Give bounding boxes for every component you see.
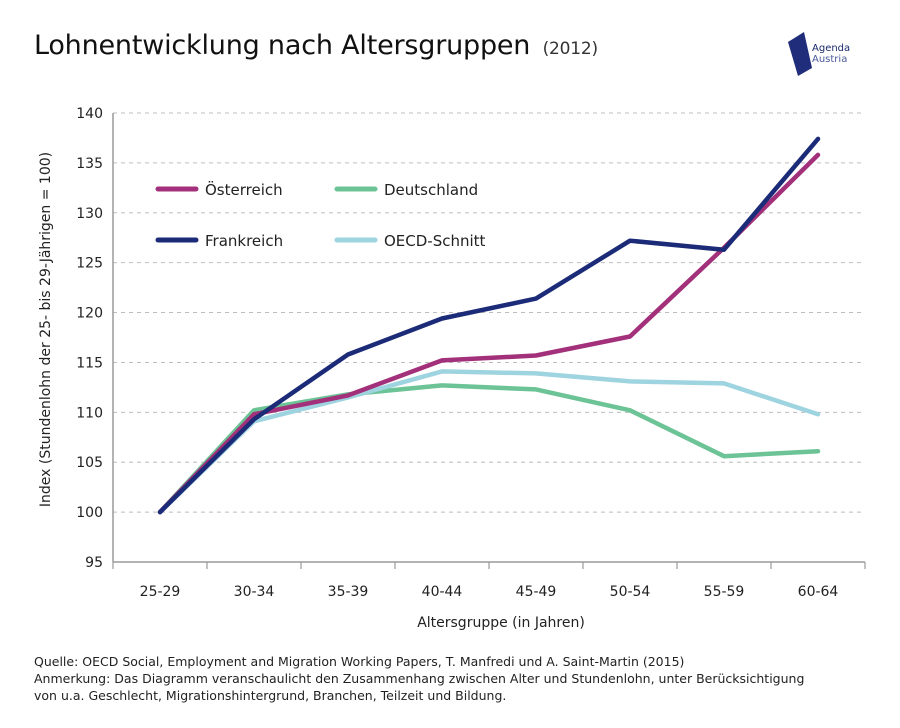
x-tick-label: 45-49	[516, 584, 557, 600]
series-line-frankreich	[157, 136, 821, 515]
y-tick-label: 115	[76, 355, 103, 371]
footer-source: Quelle: OECD Social, Employment and Migr…	[34, 654, 685, 669]
footer: Quelle: OECD Social, Employment and Migr…	[34, 653, 884, 704]
x-tick-label: 40-44	[422, 584, 463, 600]
legend-label: Österreich	[205, 180, 283, 199]
x-tick-label: 55-59	[704, 584, 745, 600]
legend-label: Frankreich	[205, 232, 283, 250]
y-tick-label: 135	[76, 156, 103, 172]
footer-note-2: von u.a. Geschlecht, Migrationshintergru…	[34, 688, 507, 703]
x-tick-label: 60-64	[798, 584, 839, 600]
y-tick-label: 140	[76, 106, 103, 122]
series-line-oecd-schnitt	[157, 369, 821, 515]
agenda-austria-logo-icon	[788, 32, 812, 76]
y-tick-label: 95	[85, 555, 103, 571]
x-tick-label: 35-39	[328, 584, 369, 600]
y-axis-label: Index (Stundenlohn der 25- bis 29-Jährig…	[38, 152, 54, 507]
x-tick-label: 25-29	[140, 584, 181, 600]
y-tick-label: 110	[76, 405, 103, 421]
x-tick-label: 50-54	[610, 584, 651, 600]
line-chart: 95 100 105 110 115 120 125 130 135 140 25-29 30-34 3…	[38, 106, 866, 631]
chart-title: Lohnentwicklung nach Altersgruppen (2012…	[34, 30, 598, 61]
chart-title-year: (2012)	[542, 39, 599, 59]
y-tick-label: 130	[76, 206, 103, 222]
footer-note-1: Anmerkung: Das Diagramm veranschaulicht …	[34, 671, 805, 686]
y-tick-label: 100	[76, 505, 103, 521]
series-line-österreich	[157, 152, 821, 515]
logo-line1: Agenda	[812, 43, 851, 54]
logo-text: Agenda Austria	[812, 43, 850, 65]
y-tick-label: 125	[76, 256, 103, 272]
y-tick-label: 120	[76, 306, 103, 322]
y-tick-label: 105	[76, 455, 103, 471]
series-line-deutschland	[157, 383, 821, 515]
x-axis-label: Altersgruppe (in Jahren)	[417, 615, 585, 631]
legend-label: Deutschland	[384, 181, 478, 199]
x-tick-label: 30-34	[234, 584, 275, 600]
chart-title-text: Lohnentwicklung nach Altersgruppen	[34, 30, 531, 61]
logo-line2: Austria	[812, 54, 848, 65]
legend-label: OECD-Schnitt	[384, 232, 486, 250]
